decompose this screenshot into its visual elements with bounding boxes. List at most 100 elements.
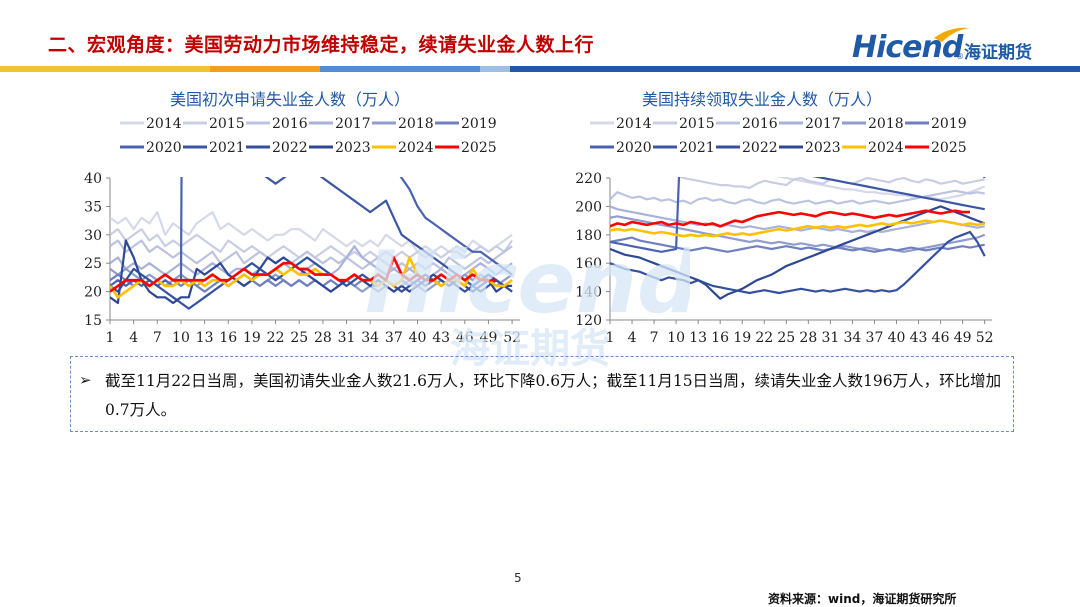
- x-tick-label: 4: [129, 330, 138, 346]
- y-tick-label: 200: [575, 199, 602, 215]
- y-tick-label: 20: [84, 285, 102, 301]
- series-line-2022: [610, 230, 986, 295]
- y-tick-label: 220: [575, 171, 602, 187]
- series-line-2018: [610, 215, 986, 253]
- x-tick-label: 34: [361, 330, 379, 346]
- y-tick-label: 120: [575, 313, 602, 329]
- legend-label-2019: 2019: [931, 116, 967, 132]
- legend-entry-2022: 2022: [716, 140, 778, 156]
- x-tick-label: 16: [711, 330, 729, 346]
- legend-entry-2025: 2025: [435, 140, 497, 156]
- header-divider: [0, 66, 1080, 72]
- legend-label-2014: 2014: [616, 116, 652, 132]
- y-tick-label: 140: [575, 285, 602, 301]
- x-tick-label: 1: [106, 330, 115, 346]
- chart-1-title: 美国初次申请失业金人数（万人）: [170, 90, 411, 109]
- x-tick-label: 10: [172, 330, 190, 346]
- page-number: 5: [514, 571, 522, 585]
- x-tick-label: 7: [650, 330, 659, 346]
- legend-entry-2021: 2021: [653, 140, 715, 156]
- y-tick-label: 15: [84, 313, 102, 329]
- x-tick-label: 40: [409, 330, 427, 346]
- legend-entry-2015: 2015: [183, 116, 245, 132]
- series-line-2021: [264, 177, 513, 293]
- chart-continuing-claims: 2014 2015 2016 2017 2018 2019 2020 2021 2022 2023…: [575, 116, 993, 346]
- x-tick-label: 25: [777, 330, 795, 346]
- series-line-2015: [677, 177, 985, 190]
- legend-label-2023: 2023: [805, 140, 841, 156]
- legend-label-2016: 2016: [742, 116, 778, 132]
- legend-entry-2019: 2019: [905, 116, 967, 132]
- x-tick-label: 1: [606, 330, 615, 346]
- arrow-bullet-icon: ➢: [79, 371, 92, 389]
- plot-area: [610, 177, 986, 300]
- x-tick-label: 19: [243, 330, 261, 346]
- x-tick-label: 7: [153, 330, 162, 346]
- legend-entry-2024: 2024: [842, 140, 904, 156]
- x-tick-label: 22: [755, 330, 773, 346]
- legend-entry-2021: 2021: [183, 140, 245, 156]
- commentary-box: ➢ 截至11月22日当周，美国初请失业金人数21.6万人，环比下降0.6万人；截…: [70, 356, 1014, 432]
- legend-label-2018: 2018: [868, 116, 904, 132]
- y-tick-label: 160: [575, 256, 602, 272]
- x-tick-label: 10: [667, 330, 685, 346]
- x-tick-label: 37: [866, 330, 884, 346]
- legend-label-2021: 2021: [679, 140, 715, 156]
- logo-chinese-name: 海证期货: [964, 43, 1032, 63]
- series-line-2025: [110, 256, 497, 293]
- series-line-2017: [610, 205, 985, 234]
- x-tick-label: 16: [219, 330, 237, 346]
- y-tick-label: 40: [84, 171, 102, 187]
- series-line-2015: [110, 227, 514, 259]
- legend-label-2018: 2018: [398, 116, 434, 132]
- x-tick-label: 52: [503, 330, 521, 346]
- x-tick-label: 31: [821, 330, 839, 346]
- legend-label-2024: 2024: [868, 140, 904, 156]
- x-tick-label: 31: [338, 330, 356, 346]
- legend-entry-2022: 2022: [246, 140, 308, 156]
- x-tick-label: 37: [385, 330, 403, 346]
- y-tick-label: 180: [575, 228, 602, 244]
- data-source: 资料来源：wind，海证期货研究所: [768, 592, 957, 606]
- series-line-2014: [110, 210, 513, 253]
- legend-entry-2018: 2018: [372, 116, 434, 132]
- legend-entry-2014: 2014: [590, 116, 652, 132]
- x-tick-label: 28: [799, 330, 817, 346]
- brand-logo: Hicend ® 海证期货: [852, 24, 1052, 65]
- x-tick-label: 46: [932, 330, 950, 346]
- legend-entry-2018: 2018: [842, 116, 904, 132]
- legend-label-2025: 2025: [461, 140, 497, 156]
- x-tick-label: 22: [267, 330, 285, 346]
- legend-label-2016: 2016: [272, 116, 308, 132]
- commentary-text: 截至11月22日当周，美国初请失业金人数21.6万人，环比下降0.6万人；截至1…: [105, 372, 1002, 419]
- x-tick-label: 46: [456, 330, 474, 346]
- registered-mark-icon: ®: [956, 52, 964, 61]
- legend-entry-2017: 2017: [309, 116, 371, 132]
- page-title: 二、宏观角度：美国劳动力市场维持稳定，续请失业金人数上行: [48, 34, 595, 56]
- legend-label-2017: 2017: [335, 116, 371, 132]
- legend-entry-2020: 2020: [120, 140, 182, 156]
- legend-label-2019: 2019: [461, 116, 497, 132]
- legend-label-2020: 2020: [616, 140, 652, 156]
- x-tick-label: 43: [432, 330, 450, 346]
- legend-entry-2025: 2025: [905, 140, 967, 156]
- legend-entry-2017: 2017: [779, 116, 841, 132]
- legend-entry-2015: 2015: [653, 116, 715, 132]
- legend-label-2017: 2017: [805, 116, 841, 132]
- x-tick-label: 28: [314, 330, 332, 346]
- legend-entry-2016: 2016: [716, 116, 778, 132]
- x-tick-label: 34: [844, 330, 862, 346]
- legend-label-2014: 2014: [146, 116, 182, 132]
- legend-entry-2016: 2016: [246, 116, 308, 132]
- legend-label-2023: 2023: [335, 140, 371, 156]
- x-tick-label: 25: [290, 330, 308, 346]
- x-tick-label: 49: [954, 330, 972, 346]
- legend-entry-2020: 2020: [590, 140, 652, 156]
- series-line-2025: [610, 209, 970, 228]
- chart-2-title: 美国持续领取失业金人数（万人）: [642, 90, 883, 109]
- legend-label-2015: 2015: [209, 116, 245, 132]
- legend-entry-2023: 2023: [309, 140, 371, 156]
- series-line-2024: [610, 219, 985, 238]
- legend-label-2024: 2024: [398, 140, 434, 156]
- legend-entry-2023: 2023: [779, 140, 841, 156]
